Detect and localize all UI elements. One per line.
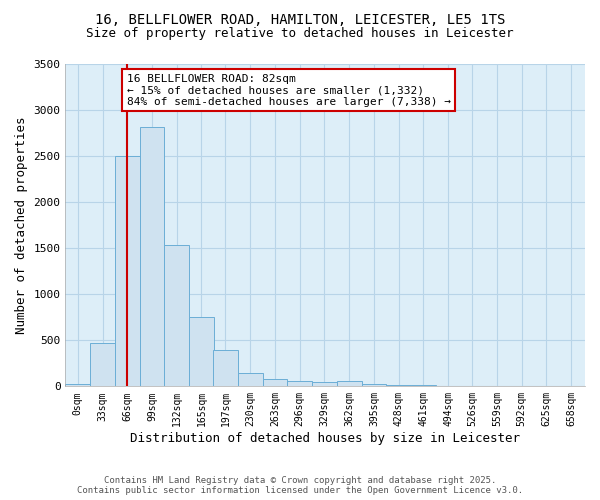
Bar xyxy=(411,385,436,386)
Bar xyxy=(263,379,287,386)
Bar xyxy=(90,343,115,386)
Bar xyxy=(287,382,312,386)
Text: 16, BELLFLOWER ROAD, HAMILTON, LEICESTER, LE5 1TS: 16, BELLFLOWER ROAD, HAMILTON, LEICESTER… xyxy=(95,12,505,26)
Text: 16 BELLFLOWER ROAD: 82sqm
← 15% of detached houses are smaller (1,332)
84% of se: 16 BELLFLOWER ROAD: 82sqm ← 15% of detac… xyxy=(127,74,451,107)
Bar xyxy=(65,384,90,386)
Bar xyxy=(213,350,238,386)
Bar xyxy=(238,372,263,386)
Bar xyxy=(164,246,189,386)
Bar xyxy=(386,385,411,386)
Bar xyxy=(189,318,214,386)
Text: Size of property relative to detached houses in Leicester: Size of property relative to detached ho… xyxy=(86,28,514,40)
Bar xyxy=(140,126,164,386)
Bar xyxy=(312,382,337,386)
Y-axis label: Number of detached properties: Number of detached properties xyxy=(15,116,28,334)
Bar xyxy=(337,382,362,386)
X-axis label: Distribution of detached houses by size in Leicester: Distribution of detached houses by size … xyxy=(130,432,520,445)
Bar xyxy=(362,384,386,386)
Bar xyxy=(115,156,140,386)
Text: Contains HM Land Registry data © Crown copyright and database right 2025.
Contai: Contains HM Land Registry data © Crown c… xyxy=(77,476,523,495)
